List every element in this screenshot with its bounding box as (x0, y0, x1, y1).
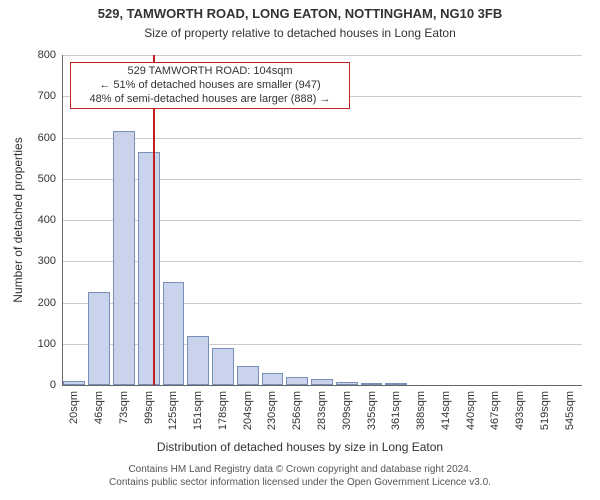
y-tick-label: 500 (38, 173, 56, 185)
bar (212, 348, 234, 385)
y-tick-label: 0 (50, 379, 56, 391)
x-axis-line (62, 385, 582, 386)
gridline (62, 55, 582, 56)
x-tick-label: 46sqm (93, 391, 105, 424)
x-axis-label: Distribution of detached houses by size … (0, 440, 600, 454)
x-tick-label: 20sqm (68, 391, 80, 424)
y-tick-label: 700 (38, 90, 56, 102)
y-tick-label: 600 (38, 132, 56, 144)
annotation-line-1: 529 TAMWORTH ROAD: 104sqm (77, 65, 343, 79)
x-tick-label: 414sqm (440, 391, 452, 430)
x-tick-label: 230sqm (266, 391, 278, 430)
x-tick-label: 388sqm (415, 391, 427, 430)
y-axis-line (62, 55, 63, 385)
x-tick-label: 519sqm (539, 391, 551, 430)
plot-area: 010020030040050060070080020sqm46sqm73sqm… (62, 55, 582, 385)
bar (113, 131, 135, 385)
y-tick-label: 200 (38, 297, 56, 309)
y-tick-label: 300 (38, 255, 56, 267)
y-axis-label: Number of detached properties (11, 137, 25, 302)
chart-title: 529, TAMWORTH ROAD, LONG EATON, NOTTINGH… (0, 6, 600, 21)
footer-line-1: Contains HM Land Registry data © Crown c… (0, 463, 600, 476)
x-tick-label: 125sqm (167, 391, 179, 430)
chart-container: 529, TAMWORTH ROAD, LONG EATON, NOTTINGH… (0, 0, 600, 500)
x-tick-label: 493sqm (514, 391, 526, 430)
bar (138, 152, 160, 385)
x-tick-label: 151sqm (192, 391, 204, 430)
x-tick-label: 545sqm (564, 391, 576, 430)
bar (187, 336, 209, 386)
x-tick-label: 73sqm (118, 391, 130, 424)
x-tick-label: 361sqm (390, 391, 402, 430)
bar (163, 282, 185, 385)
x-tick-label: 178sqm (217, 391, 229, 430)
bar (88, 292, 110, 385)
y-tick-label: 100 (38, 338, 56, 350)
annotation-line-2: ← 51% of detached houses are smaller (94… (77, 79, 343, 93)
chart-subtitle: Size of property relative to detached ho… (0, 26, 600, 40)
annotation-box: 529 TAMWORTH ROAD: 104sqm← 51% of detach… (70, 62, 350, 109)
x-tick-label: 283sqm (316, 391, 328, 430)
annotation-line-3: 48% of semi-detached houses are larger (… (77, 93, 343, 107)
x-tick-label: 256sqm (291, 391, 303, 430)
x-tick-label: 99sqm (143, 391, 155, 424)
bar (262, 373, 284, 385)
gridline (62, 138, 582, 139)
footer-line-2: Contains public sector information licen… (0, 476, 600, 489)
chart-footer: Contains HM Land Registry data © Crown c… (0, 463, 600, 489)
y-tick-label: 400 (38, 214, 56, 226)
x-tick-label: 204sqm (242, 391, 254, 430)
y-tick-label: 800 (38, 49, 56, 61)
x-tick-label: 467sqm (489, 391, 501, 430)
bar (237, 366, 259, 385)
x-tick-label: 440sqm (465, 391, 477, 430)
x-tick-label: 309sqm (341, 391, 353, 430)
bar (286, 377, 308, 385)
x-tick-label: 335sqm (366, 391, 378, 430)
